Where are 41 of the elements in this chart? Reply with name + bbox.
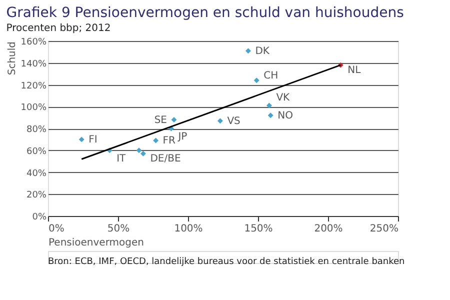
point [254,78,260,84]
data-label: IT [116,153,127,164]
chart-title: Grafiek 9 Pensioenvermogen en schuld van huishoudens [6,5,404,21]
data-label: CH [264,70,278,82]
data-label: JP [177,132,188,142]
text: Bron: ECB, IMF, OECD, landelijke bureaus voor de statistiek en centrale banken [48,257,405,267]
data-label: DK [255,46,270,57]
y-axis-title: Schuld [6,42,18,76]
chart-subtitle: Procenten bbp; 2012 [6,23,111,34]
y-tick-label: 40% [26,168,47,179]
data-label: NO [278,110,294,122]
point [266,102,272,108]
point [245,48,251,54]
data-label: VK [276,92,290,104]
y-tick-label: 20% [26,190,47,201]
data-label: VS [227,116,240,127]
y-tick-label: 100% [20,103,47,114]
y-tick-label: 0% [32,212,47,222]
point [268,112,274,118]
x-axis-title: Pensioenvermogen [48,238,144,248]
data-label: FR [162,136,176,147]
point [140,150,146,156]
y-tick-label: 80% [26,125,47,135]
data-label: FI [88,134,98,146]
point [217,118,223,124]
data-label: NL [348,65,362,76]
x-tick-label: 100% [174,224,203,234]
y-tick-label: 120% [20,81,47,92]
x-tick-label: 200% [314,224,343,234]
data-label: DE/BE [150,154,181,165]
x-tick-label: 250% [370,224,398,234]
x-tick-label: 0% [48,224,64,234]
y-tick-label: 60% [26,146,47,157]
x-tick-label: 50% [107,224,130,234]
x-tick-label: 150% [244,224,273,234]
point [153,138,159,144]
y-tick-label: 140% [20,59,47,70]
y-tick-label: 160% [20,38,47,48]
data-label: SE [154,114,167,126]
point [78,136,84,142]
point [136,148,142,154]
